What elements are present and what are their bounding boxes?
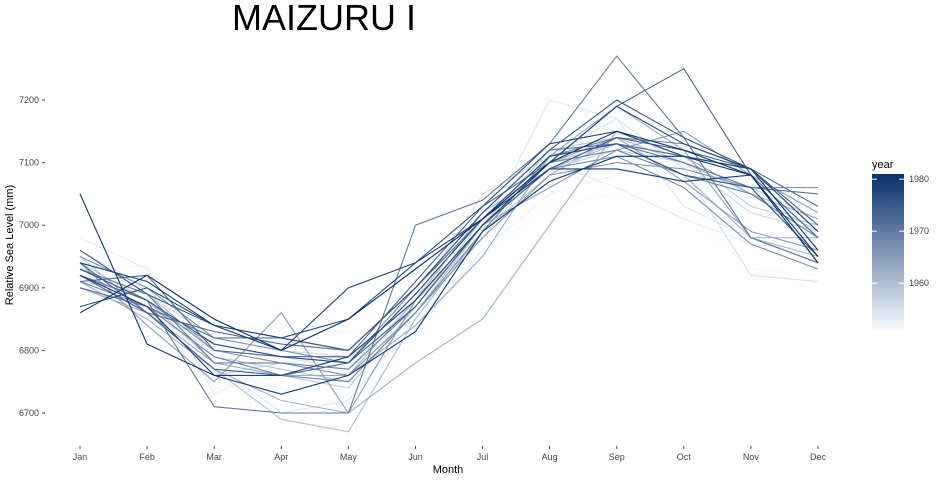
legend-tick-label: 1960 xyxy=(909,278,929,288)
x-axis: Jan Feb Mar Apr May Jun Jul Aug Sep Oct Nov Dec xyxy=(73,446,827,462)
legend-colorbar xyxy=(872,174,904,330)
x-tick-label: Feb xyxy=(139,452,155,462)
series-line-1978 xyxy=(79,105,819,376)
y-tick-label: 6900 xyxy=(19,283,39,293)
plot-lines xyxy=(79,55,819,433)
year-legend: year 1960 1970 1980 xyxy=(872,159,929,330)
x-tick-label: Jan xyxy=(73,452,88,462)
y-tick-label: 7000 xyxy=(19,220,39,230)
x-axis-title: Month xyxy=(433,464,464,476)
series-line-1975 xyxy=(79,99,819,351)
y-tick-label: 6800 xyxy=(19,345,39,355)
x-tick-label: Sep xyxy=(609,452,625,462)
series-line-1962 xyxy=(79,130,819,414)
series-line-1979 xyxy=(79,168,819,352)
series-line-1966 xyxy=(79,162,818,376)
x-tick-label: Oct xyxy=(677,452,692,462)
x-tick-label: Jun xyxy=(408,452,423,462)
x-tick-label: Dec xyxy=(810,452,827,462)
series-line-1980 xyxy=(79,155,819,395)
x-tick-label: Mar xyxy=(206,452,222,462)
y-axis: 6700 6800 6900 7000 7100 7200 xyxy=(19,95,45,418)
x-tick-label: Nov xyxy=(743,452,760,462)
x-tick-label: Apr xyxy=(274,452,288,462)
series-line-1971 xyxy=(79,143,819,351)
series-line-1974 xyxy=(79,137,819,376)
series-line-1976 xyxy=(79,143,819,364)
series-line-1955 xyxy=(79,118,819,370)
series-line-1967 xyxy=(79,155,819,364)
legend-tick-label: 1980 xyxy=(909,174,929,184)
series-line-1963 xyxy=(79,105,819,376)
series-line-1977 xyxy=(79,130,819,339)
x-tick-label: Aug xyxy=(542,452,558,462)
x-tick-label: Jul xyxy=(477,452,489,462)
y-tick-label: 6700 xyxy=(19,408,39,418)
chart-title: MAIZURU I xyxy=(232,0,416,38)
legend-tick-label: 1970 xyxy=(909,226,929,236)
x-tick-label: May xyxy=(340,452,358,462)
y-axis-title: Relative Sea Level (mm) xyxy=(4,185,16,305)
legend-title: year xyxy=(872,159,894,171)
y-tick-label: 7100 xyxy=(19,158,39,168)
legend-ticks: 1960 1970 1980 xyxy=(872,174,929,288)
y-tick-label: 7200 xyxy=(19,95,39,105)
series-line-1981 xyxy=(79,130,819,352)
